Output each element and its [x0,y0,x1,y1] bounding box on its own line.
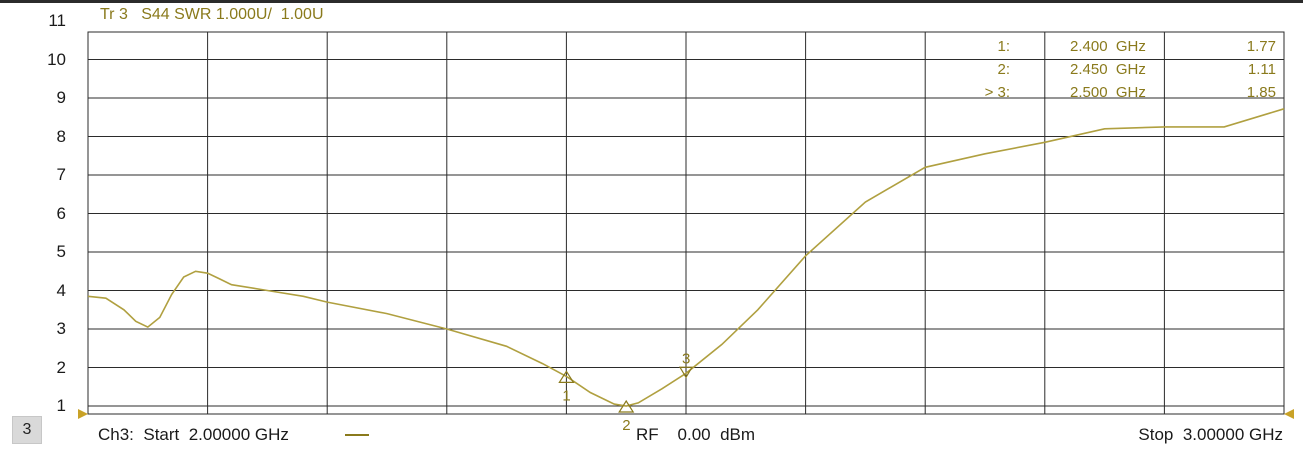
marker-readout-id: 1: [997,38,1010,55]
y-tick-label: 11 [48,11,66,30]
marker-readout-id: 2: [997,61,1010,78]
top-border [0,0,1303,3]
trace-legend-swatch [345,434,369,436]
y-tick-label: 10 [47,49,66,69]
channel-indicator[interactable]: 3 [12,416,42,444]
marker-3-triangle [678,366,694,379]
y-tick-label: 7 [56,165,66,184]
y-tick-label: 1 [56,396,66,415]
marker-readout-frequency: 2.450 GHz [1070,61,1146,78]
marker-readout-value: 1.77 [1246,38,1276,55]
y-tick-label: 5 [56,242,66,261]
y-tick-label: 9 [56,88,66,107]
y-tick-label: 4 [56,280,66,300]
reference-arrow-left [78,409,88,419]
marker-3-label: 3 [682,350,690,367]
marker-readout-id: > 3: [984,84,1010,101]
stop-frequency-label: Stop 3.00000 GHz [1138,425,1283,444]
start-frequency-label: Ch3: Start 2.00000 GHz [98,425,289,444]
y-tick-label: 2 [56,357,66,377]
marker-1-triangle [558,370,575,383]
marker-2-triangle [618,399,635,413]
marker-readout-value: 1.85 [1246,84,1276,101]
y-tick-label: 3 [56,319,66,338]
rf-power-label: RF 0.00 dBm [636,425,756,444]
reference-arrow-right [1284,409,1294,419]
marker-readout-value: 1.11 [1247,61,1276,78]
y-tick-label: 6 [56,203,66,223]
marker-readout-frequency: 2.400 GHz [1070,38,1146,55]
marker-readout-frequency: 2.500 GHz [1070,84,1146,101]
trace-title: Tr 3 S44 SWR 1.000U/ 1.00U [100,6,324,23]
y-tick-label: 8 [56,126,66,146]
marker-2-label: 2 [622,417,630,434]
swr-trace-line [87,108,1285,407]
marker-1-label: 1 [562,387,570,404]
